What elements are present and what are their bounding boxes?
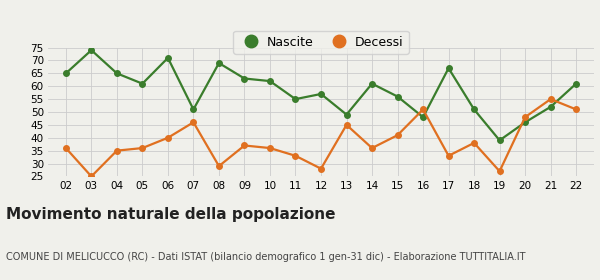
Text: COMUNE DI MELICUCCO (RC) - Dati ISTAT (bilancio demografico 1 gen-31 dic) - Elab: COMUNE DI MELICUCCO (RC) - Dati ISTAT (b… [6,252,526,262]
Decessi [394,134,401,137]
Nascite [521,121,529,124]
Nascite [394,95,401,98]
Decessi [368,146,376,150]
Nascite [139,82,146,85]
Legend: Nascite, Decessi: Nascite, Decessi [233,31,409,54]
Decessi [164,136,172,139]
Nascite [113,72,121,75]
Nascite [88,48,95,52]
Nascite [343,113,350,116]
Decessi [445,154,452,157]
Decessi [470,141,478,144]
Decessi [496,170,503,173]
Nascite [547,105,554,109]
Decessi [317,167,325,170]
Decessi [62,146,70,150]
Nascite [368,82,376,85]
Nascite [241,77,248,80]
Text: Movimento naturale della popolazione: Movimento naturale della popolazione [6,207,335,222]
Decessi [572,108,580,111]
Line: Decessi: Decessi [63,96,579,179]
Decessi [521,115,529,119]
Nascite [419,115,427,119]
Decessi [215,164,223,168]
Decessi [266,146,274,150]
Nascite [470,108,478,111]
Nascite [62,72,70,75]
Decessi [547,97,554,101]
Decessi [292,154,299,157]
Nascite [292,97,299,101]
Nascite [190,108,197,111]
Nascite [496,139,503,142]
Line: Nascite: Nascite [63,47,579,143]
Decessi [190,121,197,124]
Decessi [343,123,350,127]
Decessi [113,149,121,152]
Decessi [241,144,248,147]
Nascite [266,80,274,83]
Nascite [215,61,223,65]
Nascite [164,56,172,60]
Decessi [88,175,95,178]
Decessi [419,108,427,111]
Nascite [445,67,452,70]
Decessi [139,146,146,150]
Nascite [572,82,580,85]
Nascite [317,92,325,96]
